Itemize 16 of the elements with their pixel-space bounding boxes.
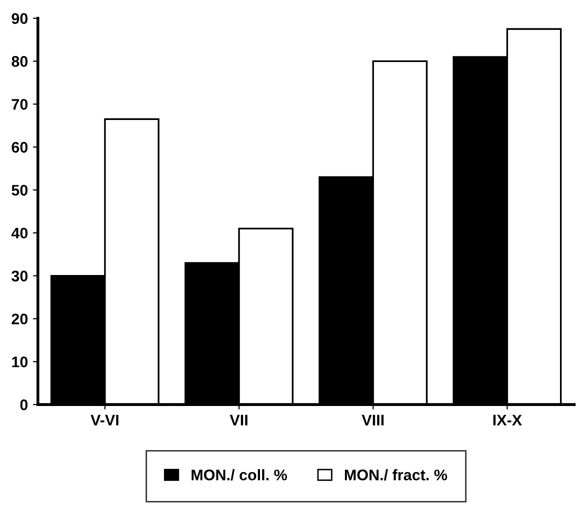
y-tick-label: 60 bbox=[12, 142, 28, 153]
x-tick-label: VIII bbox=[362, 414, 384, 426]
y-tick-label: 50 bbox=[12, 184, 28, 196]
x-tick-label: V-VI bbox=[90, 414, 118, 426]
y-tick-label: 80 bbox=[12, 56, 28, 67]
y-tick-label: 70 bbox=[12, 98, 28, 110]
legend-label: MON./ coll. % bbox=[192, 469, 287, 481]
legend-label: MON./ fract. % bbox=[344, 469, 448, 481]
y-tick-label: 20 bbox=[12, 314, 28, 324]
y-tick-label: 10 bbox=[12, 356, 28, 368]
x-tick-label: VII bbox=[230, 414, 248, 426]
x-tick-label: IX-X bbox=[493, 414, 522, 426]
y-tick-label: 90 bbox=[12, 13, 28, 24]
y-tick-label: 0 bbox=[20, 399, 28, 410]
y-tick-label: 30 bbox=[12, 270, 28, 282]
y-tick-label: 40 bbox=[11, 228, 28, 239]
